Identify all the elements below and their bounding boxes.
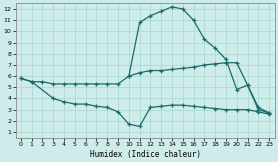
X-axis label: Humidex (Indice chaleur): Humidex (Indice chaleur) (90, 150, 200, 159)
